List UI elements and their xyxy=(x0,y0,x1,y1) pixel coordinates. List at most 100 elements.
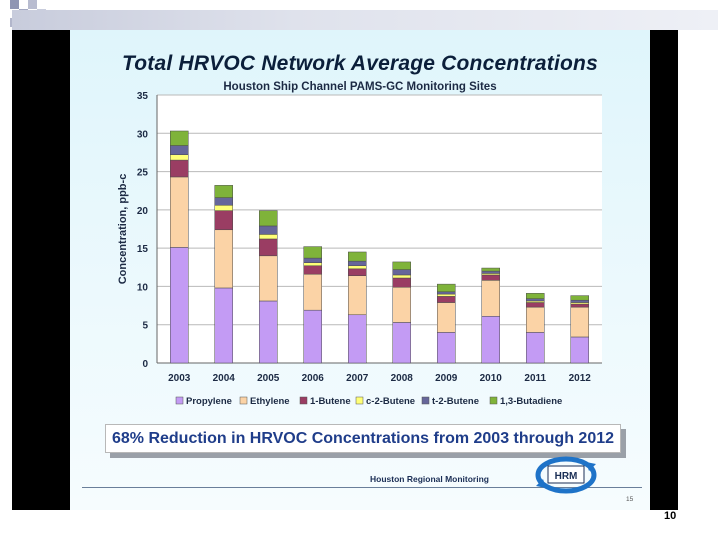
legend-swatch xyxy=(239,396,248,405)
bar-segment xyxy=(303,273,322,311)
bar-segment xyxy=(214,205,233,211)
legend-label: 1-Butene xyxy=(310,396,351,407)
legend-swatch xyxy=(355,396,364,405)
bar-segment xyxy=(526,293,545,299)
bar-segment xyxy=(303,246,322,259)
logo-text: HRM xyxy=(555,471,578,482)
bar-segment xyxy=(392,274,411,279)
footer-organization: Houston Regional Monitoring xyxy=(370,474,489,484)
bar-segment xyxy=(392,322,411,364)
y-tick-label: 20 xyxy=(137,206,149,217)
bar-segment xyxy=(170,159,189,178)
y-axis-label: Concentration, ppb-c xyxy=(117,174,129,285)
bar-segment xyxy=(214,287,233,364)
bar-segment xyxy=(437,332,456,364)
bar-segment xyxy=(437,283,456,293)
bar-segment xyxy=(259,225,278,235)
x-tick-label: 2006 xyxy=(302,373,325,384)
bar-segment xyxy=(570,303,589,308)
bar-segment xyxy=(259,255,278,302)
stacked-bar-chart: 0 5 10 15 20 25 30 35 Concentration, ppb-c 2003 20… xyxy=(117,91,602,407)
bar-segment xyxy=(570,299,589,303)
bar-segment xyxy=(303,262,322,267)
bar-segment xyxy=(392,269,411,276)
slide-content: Total HRVOC Network Average Concentratio… xyxy=(70,30,650,510)
hrm-logo: HRM xyxy=(535,456,597,494)
bar-segment xyxy=(392,286,411,323)
bar-segment xyxy=(303,265,322,275)
bar-segment xyxy=(348,265,367,270)
bar-segment xyxy=(303,257,322,263)
bar-segment xyxy=(392,277,411,288)
bar-segment xyxy=(170,247,189,364)
slide-number: 15 xyxy=(626,496,634,503)
page-number: 10 xyxy=(664,510,677,522)
bar-segment xyxy=(392,261,411,270)
bar-segment xyxy=(526,332,545,364)
bar-segment xyxy=(170,176,189,248)
bar-segment xyxy=(214,210,233,231)
legend-swatch xyxy=(421,396,430,405)
bar-segment xyxy=(437,293,456,297)
legend-label: 1,3-Butadiene xyxy=(500,396,562,407)
bar-segment xyxy=(214,229,233,289)
x-tick-label: 2004 xyxy=(213,373,236,384)
legend-label: Propylene xyxy=(186,396,232,407)
bar-segment xyxy=(526,298,545,302)
y-tick-label: 30 xyxy=(137,129,149,140)
bar-segment xyxy=(259,210,278,227)
bar-segment xyxy=(259,300,278,364)
bar-segment xyxy=(481,280,500,317)
bar-segment xyxy=(526,302,545,308)
y-tick-label: 10 xyxy=(137,282,149,293)
bar-segment xyxy=(570,306,589,338)
bar-segment xyxy=(348,314,367,364)
bar-segment xyxy=(437,296,456,303)
bar-segment xyxy=(170,145,189,155)
bar-segment xyxy=(348,251,367,262)
bar-segment xyxy=(437,291,456,295)
y-tick-label: 25 xyxy=(137,168,149,179)
x-tick-label: 2012 xyxy=(569,373,592,384)
bar-segment xyxy=(214,197,233,206)
bar-segment xyxy=(570,295,589,301)
slide-subtitle: Houston Ship Channel PAMS-GC Monitoring … xyxy=(223,81,497,93)
x-tick-label: 2008 xyxy=(391,373,414,384)
x-tick-label: 2005 xyxy=(257,373,280,384)
slide-title: Total HRVOC Network Average Concentratio… xyxy=(122,52,598,75)
footer-rule xyxy=(82,487,642,488)
y-tick-label: 35 xyxy=(137,91,149,102)
bar-segment xyxy=(437,302,456,333)
x-tick-label: 2010 xyxy=(480,373,503,384)
bar-segment xyxy=(259,238,278,257)
bar-segment xyxy=(526,306,545,333)
bar-segment xyxy=(214,185,233,198)
bar-segment xyxy=(481,316,500,364)
bar-segment xyxy=(348,260,367,267)
x-tick-label: 2009 xyxy=(435,373,458,384)
legend-swatch xyxy=(489,396,498,405)
legend-label: t-2-Butene xyxy=(432,396,479,407)
top-gradient-bar xyxy=(12,10,718,30)
bar-segment xyxy=(481,267,500,272)
bar-segment xyxy=(348,268,367,276)
bar-segment xyxy=(570,336,589,364)
legend-label: c-2-Butene xyxy=(366,396,415,407)
legend-swatch xyxy=(299,396,308,405)
bar-segment xyxy=(170,154,189,161)
bar-segment xyxy=(259,234,278,240)
legend-swatch xyxy=(175,396,184,405)
y-tick-label: 0 xyxy=(142,359,148,370)
bar-segment xyxy=(170,130,189,146)
bar-segment xyxy=(481,270,500,274)
x-tick-label: 2003 xyxy=(168,373,191,384)
bar-segment xyxy=(481,274,500,281)
x-tick-label: 2007 xyxy=(346,373,369,384)
reduction-callout: 68% Reduction in HRVOC Concentrations fr… xyxy=(105,424,621,453)
bar-segment xyxy=(303,309,322,364)
x-tick-label: 2011 xyxy=(524,373,546,384)
y-tick-label: 5 xyxy=(142,321,148,332)
legend-label: Ethylene xyxy=(250,396,290,407)
bar-segment xyxy=(348,275,367,316)
y-tick-label: 15 xyxy=(137,244,149,255)
